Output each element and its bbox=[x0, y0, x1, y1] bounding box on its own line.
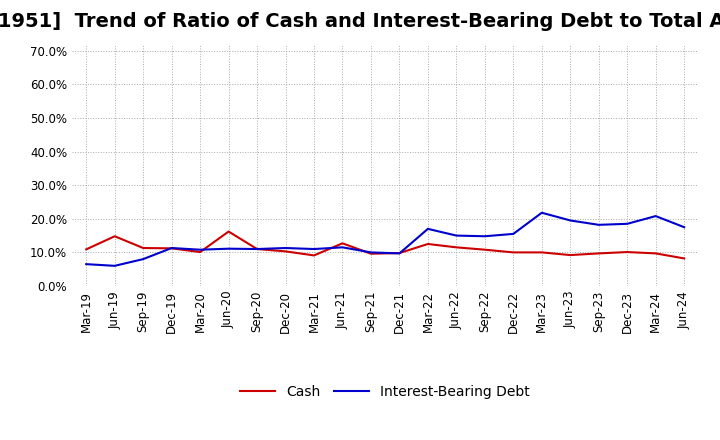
Cash bbox=[652, 251, 660, 256]
Interest-Bearing Debt bbox=[196, 247, 204, 253]
Interest-Bearing Debt bbox=[282, 246, 290, 251]
Cash bbox=[196, 249, 204, 255]
Cash bbox=[680, 256, 688, 261]
Interest-Bearing Debt bbox=[366, 250, 375, 255]
Cash bbox=[167, 246, 176, 251]
Cash bbox=[225, 229, 233, 234]
Cash bbox=[423, 242, 432, 247]
Interest-Bearing Debt bbox=[110, 263, 119, 268]
Cash bbox=[253, 246, 261, 252]
Interest-Bearing Debt bbox=[680, 224, 688, 230]
Cash bbox=[509, 250, 518, 255]
Interest-Bearing Debt bbox=[253, 246, 261, 252]
Interest-Bearing Debt bbox=[225, 246, 233, 251]
Cash bbox=[395, 250, 404, 256]
Cash bbox=[310, 253, 318, 258]
Line: Interest-Bearing Debt: Interest-Bearing Debt bbox=[86, 213, 684, 266]
Interest-Bearing Debt bbox=[423, 226, 432, 231]
Cash bbox=[366, 251, 375, 257]
Interest-Bearing Debt bbox=[310, 246, 318, 252]
Cash bbox=[110, 234, 119, 239]
Cash bbox=[139, 246, 148, 251]
Interest-Bearing Debt bbox=[652, 213, 660, 219]
Interest-Bearing Debt bbox=[623, 221, 631, 227]
Cash bbox=[623, 249, 631, 255]
Interest-Bearing Debt bbox=[566, 218, 575, 223]
Cash bbox=[82, 247, 91, 252]
Interest-Bearing Debt bbox=[595, 222, 603, 227]
Interest-Bearing Debt bbox=[167, 246, 176, 251]
Cash bbox=[595, 251, 603, 256]
Interest-Bearing Debt bbox=[452, 233, 461, 238]
Cash bbox=[480, 247, 489, 253]
Interest-Bearing Debt bbox=[480, 234, 489, 239]
Interest-Bearing Debt bbox=[338, 245, 347, 250]
Cash bbox=[566, 253, 575, 258]
Legend: Cash, Interest-Bearing Debt: Cash, Interest-Bearing Debt bbox=[235, 380, 536, 405]
Interest-Bearing Debt bbox=[509, 231, 518, 237]
Cash bbox=[537, 250, 546, 255]
Interest-Bearing Debt bbox=[395, 251, 404, 256]
Interest-Bearing Debt bbox=[82, 261, 91, 267]
Cash bbox=[282, 249, 290, 254]
Cash bbox=[452, 245, 461, 250]
Title: [1951]  Trend of Ratio of Cash and Interest-Bearing Debt to Total Assets: [1951] Trend of Ratio of Cash and Intere… bbox=[0, 12, 720, 31]
Interest-Bearing Debt bbox=[537, 210, 546, 215]
Line: Cash: Cash bbox=[86, 231, 684, 258]
Cash bbox=[338, 241, 347, 246]
Interest-Bearing Debt bbox=[139, 257, 148, 262]
